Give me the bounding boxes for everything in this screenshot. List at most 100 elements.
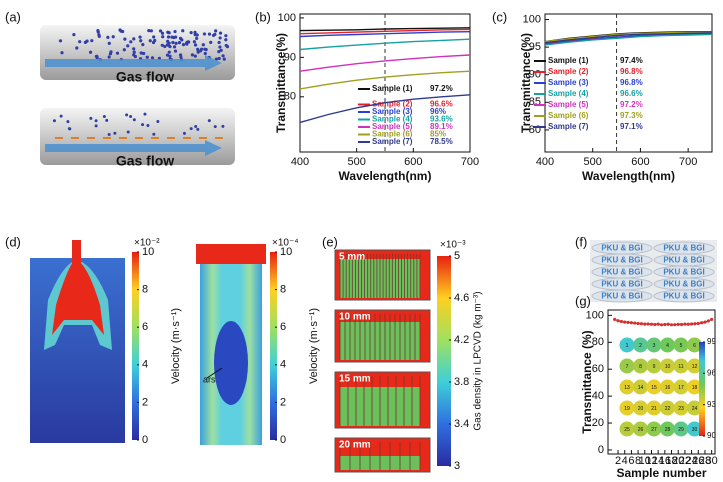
wafer-text: PKU & BGI [663,292,704,301]
particle [147,29,151,33]
point [669,323,674,327]
particle [138,35,142,39]
wafer-cell [646,358,662,374]
y-tick-label: 100 [278,12,296,24]
wafer [591,289,653,303]
particle [58,39,63,43]
wafer-number: 20 [638,406,644,412]
particle [132,53,136,57]
wafer [653,289,715,303]
particle [89,116,93,120]
flow-arrow [45,140,222,156]
wafer-number: 14 [638,385,644,391]
x-tick-label: 20 [672,455,684,467]
colorbar-tick-label: 4 [280,359,286,371]
panel-label: (b) [255,9,271,24]
particle [102,115,106,119]
particle [222,57,226,61]
particle [160,43,164,47]
legend-value: 96% [430,107,446,116]
series-line [544,33,713,46]
particle [152,132,156,136]
point [693,322,697,326]
particle [88,50,93,54]
legend-label: Sample (7) [548,122,589,131]
series-line [299,27,471,32]
particle [177,41,182,45]
x-tick-label: 18 [665,455,677,467]
particle [52,119,56,123]
wafer-cell [660,358,675,374]
series-line [299,94,471,124]
x-tick-label: 22 [679,455,691,467]
particle [125,113,129,117]
legend-value: 96.6% [430,100,453,109]
y-tick-label: 100 [586,309,604,321]
y-axis-label: Transmittance (%) [580,330,594,433]
particle [113,131,117,135]
legend-value: 97.2% [620,100,643,109]
legend-label: Sample (5) [548,100,589,109]
legend-label: Sample (6) [548,111,589,120]
point [686,322,690,326]
legend-value: 97.1% [620,122,643,131]
flow-arrow [45,55,222,71]
particle [97,34,101,38]
plume-core [52,262,104,335]
panel-label: (a) [5,9,21,24]
wafer-number: 24 [692,406,698,412]
wafer-text: PKU & BGI [601,244,642,253]
wafer-cell [673,379,689,395]
legend-value: 96.8% [620,67,643,76]
particle [189,127,193,131]
inlet [72,240,81,264]
colorbar [699,342,705,436]
point [703,320,707,324]
y-tick-label: 60 [592,363,604,375]
wafer-cell [633,337,648,353]
colorbar [437,256,451,466]
point [710,317,714,322]
y-tick-label: 100 [523,13,541,25]
legend-value: 97.2% [430,84,453,93]
wafer-number: 27 [651,427,657,433]
particle [173,49,178,53]
particle [111,35,115,39]
point [643,322,647,326]
x-tick-label: 6 [628,455,634,467]
annotation: ars [203,374,216,384]
substrate [167,137,175,139]
particle [143,112,147,116]
legend-value: 78.5% [430,137,453,146]
point [696,321,700,326]
wafer-cell [619,337,635,353]
y-tick-label: 95 [529,41,541,53]
x-tick-label: 30 [706,455,718,467]
wafer-number: 16 [665,385,671,391]
colorbar-tick-label: 8 [280,284,286,296]
arrow [206,367,223,379]
particle [146,123,150,127]
particle [141,43,145,47]
point [649,322,654,326]
particle [211,33,216,37]
particle [165,53,170,57]
legend-value: 89.1% [430,122,453,131]
wafer-number: 30 [692,427,698,433]
inlet [196,244,266,264]
particle [203,51,207,56]
substrate [151,137,159,139]
substrate [183,137,191,139]
particle [106,35,110,39]
x-tick-label: 8 [635,455,641,467]
wafer-number: 21 [651,406,657,412]
panel-label: (d) [5,234,21,249]
particle [59,114,63,118]
substrate [55,137,63,139]
particle [149,29,153,33]
particle [195,36,199,41]
particle [168,45,172,49]
wafer-number: 29 [678,427,684,433]
colorbar-tick-label: 4.6 [454,292,469,304]
